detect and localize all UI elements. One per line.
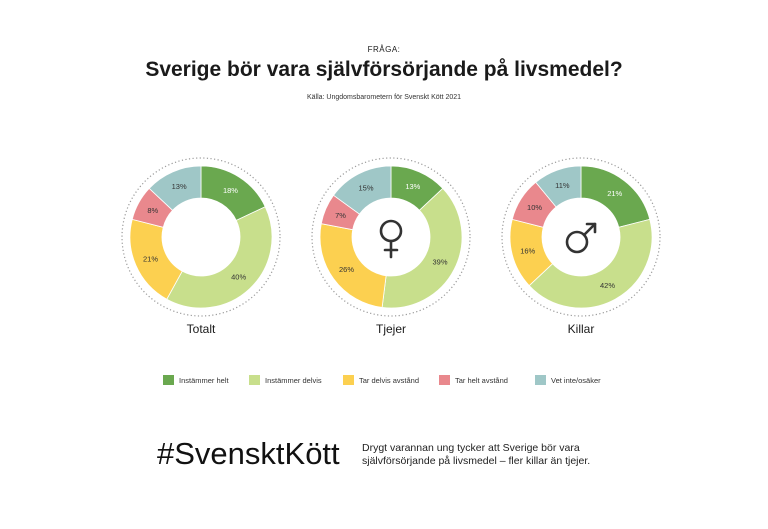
dotted-outer-ring [311, 157, 471, 317]
donut-svg-killar: 21% 42% 16% 10% 11% [501, 157, 661, 317]
legend-item-vet-inte: Vet inte/osäker [535, 375, 601, 385]
legend-swatch [535, 375, 546, 385]
slice-value-label: 21% [607, 189, 622, 198]
slice-value-label: 15% [359, 184, 374, 193]
legend-label: Instämmer helt [179, 375, 229, 385]
slice-value-label: 13% [172, 182, 187, 191]
footer-line-2: självförsörjande på livsmedel – fler kil… [362, 455, 591, 467]
slice-value-label: 26% [339, 265, 354, 274]
source-note: Källa: Ungdomsbarometern för Svenskt Köt… [306, 94, 462, 101]
slice-value-label: 11% [555, 181, 570, 190]
legend-label: Tar helt avstånd [455, 375, 508, 385]
donut-chart-tjejer: 13% 39% 26% 7% 15% [309, 155, 473, 319]
legend-swatch [343, 375, 354, 385]
legend-swatch [163, 375, 174, 385]
female-symbol-icon [379, 219, 403, 259]
slice-value-label: 21% [143, 254, 158, 263]
slice-value-label: 18% [223, 186, 238, 195]
donut-slice-2 [381, 187, 463, 309]
donut-slice-2 [528, 218, 653, 309]
footer-text: Drygt varannan ung tycker att Sverige bö… [362, 442, 632, 468]
legend-swatch [249, 375, 260, 385]
donut-slice-5 [333, 165, 392, 215]
slice-value-label: 39% [432, 258, 447, 267]
donut-slice-5 [148, 165, 202, 211]
page-title: Sverige bör vara självförsörjande på liv… [145, 58, 623, 81]
donut-slice-2 [166, 206, 273, 309]
slice-value-label: 40% [231, 273, 246, 282]
legend-item-instammer-helt: Instämmer helt [163, 375, 229, 385]
chart-label-tjejer: Tjejer [375, 322, 406, 336]
male-symbol-icon [565, 222, 597, 254]
question-kicker: FRÅGA: [367, 45, 401, 54]
legend-item-tar-delvis-avstand: Tar delvis avstånd [343, 375, 419, 385]
slice-value-label: 10% [527, 203, 542, 212]
dotted-outer-ring [501, 157, 661, 317]
donut-chart-killar: 21% 42% 16% 10% 11% [499, 155, 663, 319]
chart-label-totalt: Totalt [186, 322, 216, 336]
footer-line-1: Drygt varannan ung tycker att Sverige bö… [362, 442, 580, 454]
hashtag: #SvensktKött [157, 436, 340, 471]
donut-svg-tjejer: 13% 39% 26% 7% 15% [311, 157, 471, 317]
slice-value-label: 13% [405, 182, 420, 191]
legend-item-tar-helt-avstand: Tar helt avstånd [439, 375, 508, 385]
legend-item-instammer-delvis: Instämmer delvis [249, 375, 322, 385]
slice-value-label: 7% [335, 211, 346, 220]
legend-label: Tar delvis avstånd [359, 375, 420, 385]
donut-slice-5 [535, 165, 582, 208]
donut-chart-totalt: 18% 40% 21% 8% 13% [119, 155, 283, 319]
legend-label: Vet inte/osäker [551, 375, 601, 385]
donut-svg-totalt: 18% 40% 21% 8% 13% [121, 157, 281, 317]
legend-label: Instämmer delvis [265, 375, 322, 385]
legend-swatch [439, 375, 450, 385]
slice-value-label: 42% [600, 281, 615, 290]
chart-legend: Instämmer helt Instämmer delvis Tar delv… [0, 375, 768, 389]
dotted-outer-ring [121, 157, 281, 317]
slice-value-label: 16% [520, 246, 535, 255]
slice-value-label: 8% [147, 206, 158, 215]
chart-label-killar: Killar [567, 322, 595, 336]
